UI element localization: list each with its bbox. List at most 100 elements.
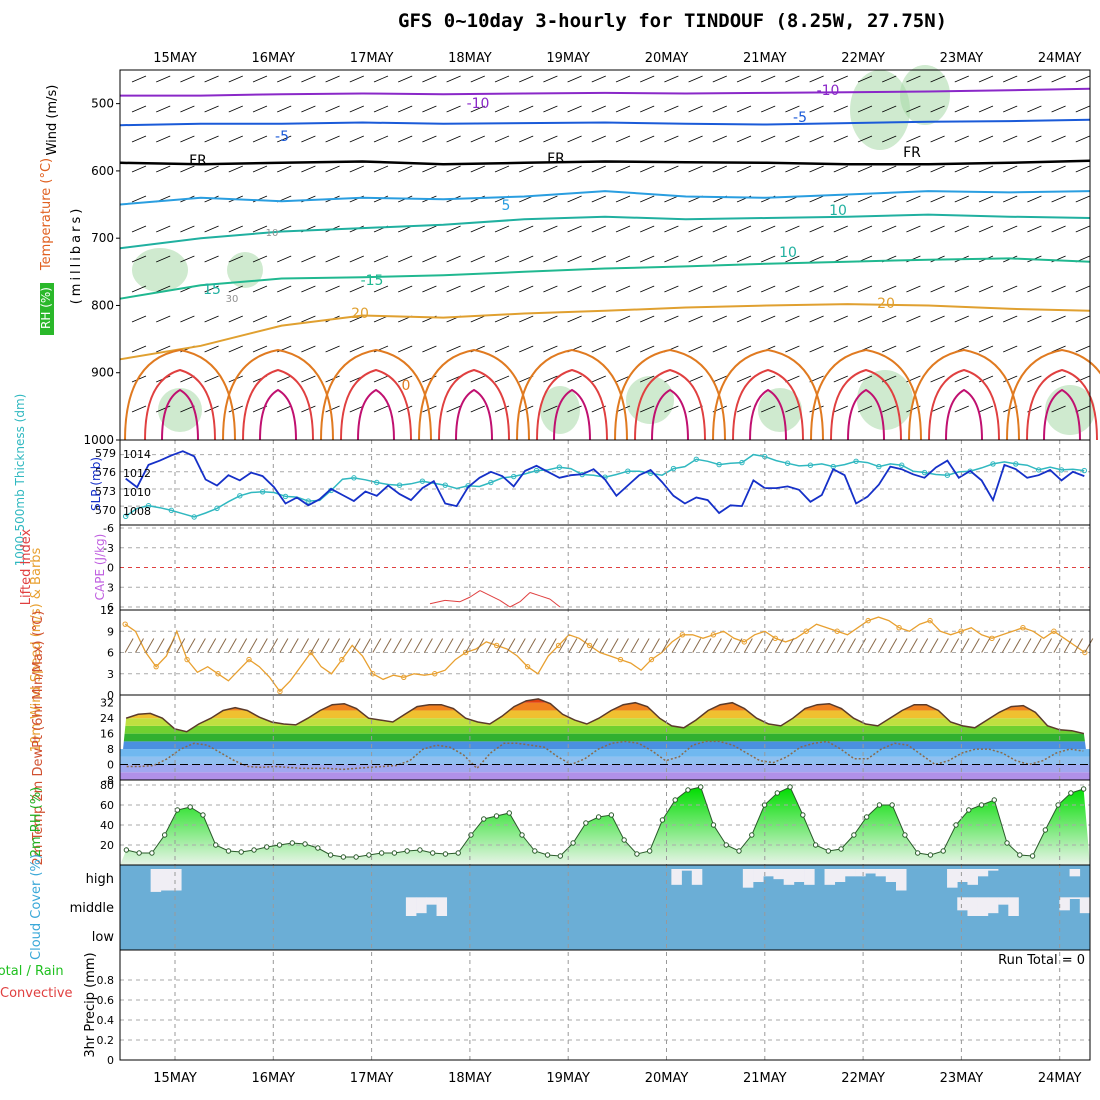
cloud-clear-high bbox=[783, 869, 795, 885]
pressure-tick-label: 500 bbox=[91, 97, 114, 111]
hot-contour bbox=[928, 368, 1000, 441]
slp-line bbox=[125, 450, 1085, 515]
panel-frame-x bbox=[119, 69, 1091, 441]
upper-wind-barb bbox=[978, 75, 994, 83]
hot-contour bbox=[749, 388, 787, 441]
surface-wind-barb bbox=[981, 638, 991, 653]
upper-wind-barb bbox=[156, 255, 171, 263]
upper-wind-barb bbox=[567, 285, 582, 293]
cloud-clear-middle bbox=[987, 897, 999, 914]
thickness-point bbox=[784, 460, 791, 466]
upper-wind-barb bbox=[761, 75, 776, 83]
date-label-bottom: 16MAY bbox=[252, 1071, 296, 1086]
upper-wind-barb bbox=[567, 165, 582, 173]
upper-wind-barb bbox=[325, 405, 340, 413]
dewpoint-line bbox=[126, 740, 1084, 771]
upper-wind-barb bbox=[325, 75, 340, 83]
upper-wind-barb bbox=[591, 165, 606, 173]
cloud-clear-high bbox=[987, 869, 999, 871]
upper-wind-barb bbox=[833, 105, 848, 113]
upper-wind-barb bbox=[615, 135, 631, 143]
upper-wind-barb bbox=[785, 315, 800, 323]
surface-wind-barb bbox=[640, 638, 650, 653]
upper-wind-barb bbox=[543, 75, 558, 83]
upper-wind-barb bbox=[494, 105, 510, 113]
upper-wind-barb bbox=[736, 75, 752, 83]
surface-wind-barb bbox=[454, 638, 464, 653]
upper-wind-barb bbox=[156, 135, 171, 143]
upper-wind-barb bbox=[470, 75, 485, 83]
panel-frame-th bbox=[119, 439, 1091, 526]
upper-wind-barb bbox=[833, 165, 848, 173]
hot-contour bbox=[810, 348, 922, 441]
upper-wind-barb bbox=[761, 285, 776, 293]
upper-wind-barb bbox=[398, 375, 413, 383]
upper-wind-barb bbox=[180, 315, 195, 323]
upper-wind-barb bbox=[228, 285, 243, 293]
isotherm-label: 0 bbox=[402, 378, 411, 394]
cloud-clear-high bbox=[763, 869, 774, 877]
wind-tick-label: 6 bbox=[107, 647, 114, 660]
upper-wind-barb bbox=[349, 285, 364, 293]
rh-point bbox=[621, 837, 627, 843]
upper-wind-barb bbox=[252, 345, 268, 353]
wind-speed-point bbox=[834, 628, 840, 634]
axis-label-2m-rh: 2m RH (%) bbox=[29, 787, 44, 858]
upper-wind-barb bbox=[761, 225, 776, 233]
upper-wind-barb bbox=[664, 285, 679, 293]
upper-wind-barb bbox=[180, 405, 195, 413]
upper-wind-barb bbox=[640, 135, 655, 143]
upper-wind-barb bbox=[615, 285, 631, 293]
hot-contour bbox=[536, 368, 608, 441]
upper-wind-barb bbox=[252, 165, 268, 173]
rh-point bbox=[251, 847, 257, 853]
upper-wind-barb bbox=[567, 405, 582, 413]
upper-wind-barb bbox=[301, 105, 316, 113]
surface-wind-barb bbox=[434, 638, 444, 653]
upper-wind-barb bbox=[349, 345, 364, 353]
date-label-top: 21MAY bbox=[743, 51, 787, 66]
upper-wind-barb bbox=[761, 135, 776, 143]
temp-band-9 bbox=[120, 702, 1090, 711]
hot-contour bbox=[1006, 348, 1100, 441]
upper-wind-barb bbox=[1003, 165, 1018, 173]
isotherm-label: FR bbox=[903, 145, 921, 161]
upper-wind-barb bbox=[180, 375, 195, 383]
upper-wind-barb bbox=[736, 375, 752, 383]
upper-wind-barb bbox=[664, 375, 679, 383]
upper-wind-barb bbox=[1003, 345, 1018, 353]
upper-wind-barb bbox=[325, 285, 340, 293]
upper-wind-barb bbox=[156, 345, 171, 353]
upper-wind-barb bbox=[1051, 315, 1066, 323]
upper-wind-barb bbox=[1075, 135, 1090, 143]
upper-wind-barb bbox=[978, 285, 994, 293]
upper-wind-barb bbox=[446, 255, 461, 263]
temp-band-6 bbox=[120, 725, 1090, 734]
upper-wind-barb bbox=[906, 75, 921, 83]
upper-wind-barb bbox=[204, 375, 219, 383]
upper-wind-barb bbox=[688, 375, 703, 383]
upper-wind-barb bbox=[422, 165, 437, 173]
upper-wind-barb bbox=[252, 105, 268, 113]
hot-contour bbox=[222, 348, 334, 441]
upper-wind-barb bbox=[446, 375, 461, 383]
rh-line bbox=[126, 786, 1084, 858]
rh-point bbox=[315, 845, 321, 851]
upper-wind-barb bbox=[954, 75, 969, 83]
upper-wind-barb bbox=[398, 405, 413, 413]
upper-wind-barb bbox=[736, 105, 752, 113]
surface-wind-barb bbox=[527, 638, 537, 653]
upper-wind-barb bbox=[180, 165, 195, 173]
lifted-index-segment bbox=[549, 598, 561, 608]
rh-point bbox=[646, 848, 653, 854]
upper-wind-barb bbox=[567, 135, 582, 143]
upper-wind-barb bbox=[398, 75, 413, 83]
date-label-bottom: 17MAY bbox=[350, 1071, 394, 1086]
upper-wind-barb bbox=[446, 285, 461, 293]
cape-tick-label: 12 bbox=[100, 604, 114, 617]
wind-speed-point bbox=[339, 656, 345, 663]
rh-point bbox=[455, 850, 461, 856]
surface-wind-barb bbox=[950, 638, 960, 653]
upper-wind-barb bbox=[736, 225, 752, 233]
upper-wind-barb bbox=[882, 165, 897, 173]
